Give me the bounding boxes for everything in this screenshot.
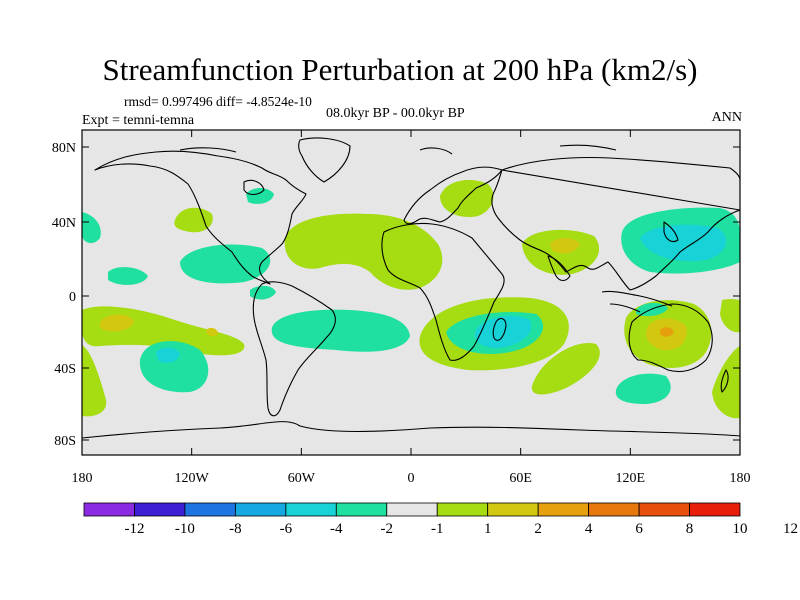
colorbar-swatch xyxy=(386,502,438,517)
north-atlantic-africa-positive xyxy=(284,213,443,290)
colorbar-label: 10 xyxy=(733,521,748,537)
lon-label: 180 xyxy=(730,471,751,486)
coast-north-america xyxy=(94,150,307,285)
coast-indonesia xyxy=(601,290,673,313)
colorbar-swatch xyxy=(487,502,539,517)
coast-new-zealand xyxy=(720,369,729,393)
colorbar-label: 12 xyxy=(783,521,798,537)
northwest-pacific-negative xyxy=(640,224,727,262)
atlantic-pacific-west-negative xyxy=(82,212,101,244)
colorbar-label: 2 xyxy=(534,521,542,537)
colorbar-swatch xyxy=(638,502,690,517)
coast-australia xyxy=(628,303,713,373)
south-pacific-negative xyxy=(156,347,180,363)
north-pacific-positive xyxy=(174,207,213,233)
southern-ocean-negative xyxy=(615,373,671,404)
south-pacific-positive xyxy=(100,314,134,332)
coast-asia xyxy=(491,156,740,291)
lon-label: 0 xyxy=(408,471,415,486)
lon-label: 60E xyxy=(509,471,532,486)
season-label: ANN xyxy=(711,110,742,125)
longitude-axis: 180 120W 60W 0 60E 120E 180 xyxy=(72,130,751,486)
southeast-atlantic-positive xyxy=(531,343,600,395)
colorbar-swatch xyxy=(184,502,236,517)
colorbar-swatch xyxy=(436,502,489,517)
lon-label: 180 xyxy=(72,471,93,486)
colorbar-swatch xyxy=(134,502,186,517)
colorbar-swatch xyxy=(689,502,741,517)
statistics-label: rmsd= 0.997496 diff= -4.8524e-10 xyxy=(124,94,312,109)
south-pacific-positive-small xyxy=(206,327,218,337)
lat-label: 40N xyxy=(52,216,76,231)
shading-layer xyxy=(82,180,740,419)
colorbar: -12 -10 -8 -6 -4 -2 -1 1 2 4 6 8 10 12 xyxy=(83,502,798,537)
lon-label: 120W xyxy=(175,471,210,486)
colorbar-label: -2 xyxy=(381,521,394,537)
south-atlantic-negative xyxy=(271,309,410,352)
lat-label: 0 xyxy=(69,290,76,305)
colorbar-label: -1 xyxy=(431,521,444,537)
colorbar-label: -10 xyxy=(175,521,195,537)
colorbar-label: -8 xyxy=(229,521,242,537)
australia-positive-core xyxy=(660,327,674,337)
east-pacific-negative xyxy=(180,244,271,284)
lat-label: 80N xyxy=(52,141,76,156)
indian-ocean-negative xyxy=(475,315,532,348)
colorbar-label: 1 xyxy=(484,521,492,537)
asia-positive xyxy=(550,238,580,254)
coast-antarctica xyxy=(82,421,740,439)
colorbar-swatch xyxy=(588,502,640,517)
lat-label: 80S xyxy=(54,434,76,449)
coast-greenland xyxy=(298,137,351,183)
colorbar-swatch xyxy=(285,502,337,517)
plot-title: Streamfunction Perturbation at 200 hPa (… xyxy=(102,52,698,87)
coast-japan xyxy=(663,221,679,243)
coast-hudson-bay xyxy=(243,179,265,196)
lon-label: 120E xyxy=(616,471,646,486)
coast-arctic-islands xyxy=(179,144,617,155)
coast-madagascar xyxy=(492,317,507,341)
lon-label: 60W xyxy=(288,471,316,486)
colorbar-label: 4 xyxy=(585,521,593,537)
period-label: 08.0kyr BP - 00.0kyr BP xyxy=(326,106,465,121)
south-america-coast-negative xyxy=(250,285,276,300)
colorbar-label: -4 xyxy=(330,521,343,537)
colorbar-label: -12 xyxy=(124,521,144,537)
east-tail-positive xyxy=(720,299,740,333)
southwest-pacific-positive xyxy=(712,346,740,419)
colorbar-label: -6 xyxy=(280,521,293,537)
colorbar-label: 6 xyxy=(635,521,643,537)
coast-europe xyxy=(403,166,503,225)
colorbar-swatch xyxy=(335,502,388,517)
coast-india xyxy=(547,255,571,282)
colorbar-swatch xyxy=(234,502,287,517)
latitude-axis: 80N 40N 0 40S 80S xyxy=(52,141,740,449)
coast-africa xyxy=(381,222,505,361)
lat-label: 40S xyxy=(54,362,76,377)
coastlines xyxy=(82,137,740,439)
experiment-label: Expt = temni-temna xyxy=(82,113,195,128)
north-atlantic-negative xyxy=(246,188,274,204)
central-pacific-negative xyxy=(108,267,148,285)
colorbar-label: 8 xyxy=(686,521,694,537)
colorbar-swatch xyxy=(537,502,590,517)
coast-south-america xyxy=(252,281,336,417)
europe-positive xyxy=(440,180,494,218)
south-pacific-east-positive xyxy=(82,345,107,417)
colorbar-swatch xyxy=(83,502,135,517)
